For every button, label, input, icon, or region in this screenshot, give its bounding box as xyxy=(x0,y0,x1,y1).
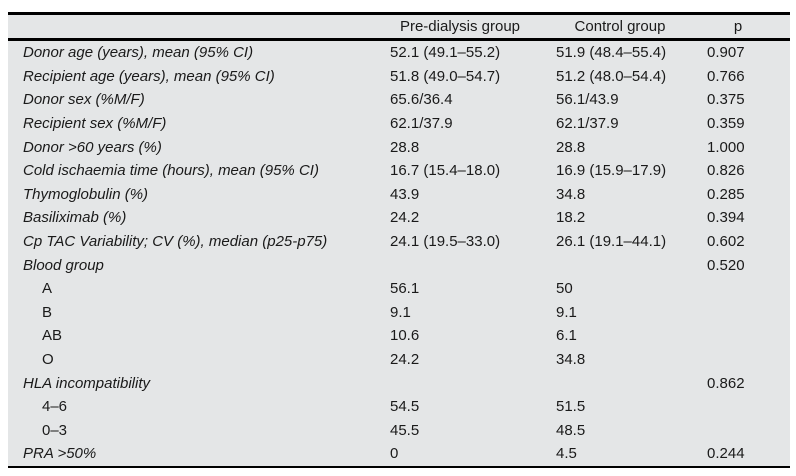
pre-dialysis-value: 24.2 xyxy=(390,352,420,368)
table-row: Basiliximab (%) 24.2 18.2 0.394 xyxy=(8,206,790,230)
row-label: 0–3 xyxy=(42,422,68,438)
p-value: 0.826 xyxy=(707,163,745,179)
table-row: Recipient sex (%M/F) 62.1/37.9 62.1/37.9… xyxy=(8,112,790,136)
row-label: Cold ischaemia time (hours), mean (95% C… xyxy=(23,163,319,179)
table-row: PRA >50% 0 4.5 0.244 xyxy=(8,442,790,466)
table-row: Cp TAC Variability; CV (%), median (p25-… xyxy=(8,230,790,254)
pre-dialysis-value: 28.8 xyxy=(390,139,420,155)
pre-dialysis-value: 9.1 xyxy=(390,304,411,320)
table-row: 0–3 45.5 48.5 xyxy=(8,419,790,443)
p-value: 0.359 xyxy=(707,116,745,132)
pre-dialysis-value: 10.6 xyxy=(390,328,420,344)
row-label: Donor age (years), mean (95% CI) xyxy=(23,45,254,61)
control-value: 18.2 xyxy=(556,210,586,226)
p-value: 0.862 xyxy=(707,375,745,391)
row-label: Donor >60 years (%) xyxy=(23,139,162,155)
table-row: Donor sex (%M/F) 65.6/36.4 56.1/43.9 0.3… xyxy=(8,88,790,112)
row-label: Recipient sex (%M/F) xyxy=(23,116,167,132)
control-value: 6.1 xyxy=(556,328,577,344)
pre-dialysis-value: 0 xyxy=(390,446,399,462)
table-row: A 56.1 50 xyxy=(8,277,790,301)
pre-dialysis-value: 56.1 xyxy=(390,281,420,297)
pre-dialysis-value: 52.1 (49.1–55.2) xyxy=(390,45,501,61)
control-value: 34.8 xyxy=(556,352,586,368)
table-row: AB 10.6 6.1 xyxy=(8,324,790,348)
p-value: 0.602 xyxy=(707,234,745,250)
row-label: B xyxy=(42,304,53,320)
pre-dialysis-value: 16.7 (15.4–18.0) xyxy=(390,163,501,179)
table-row: Blood group 0.520 xyxy=(8,253,790,277)
p-value: 0.375 xyxy=(707,92,745,108)
control-value: 9.1 xyxy=(556,304,577,320)
table-row: HLA incompatibility 0.862 xyxy=(8,371,790,395)
row-label: Blood group xyxy=(23,257,104,273)
row-label: Basiliximab (%) xyxy=(23,210,127,226)
pre-dialysis-value: 45.5 xyxy=(390,422,420,438)
table-row: Cold ischaemia time (hours), mean (95% C… xyxy=(8,159,790,183)
p-value: 0.520 xyxy=(707,257,745,273)
pre-dialysis-value: 43.9 xyxy=(390,186,420,202)
control-value: 26.1 (19.1–44.1) xyxy=(556,234,667,250)
row-label: Thymoglobulin (%) xyxy=(23,186,149,202)
pre-dialysis-value: 51.8 (49.0–54.7) xyxy=(390,68,501,84)
p-value: 0.766 xyxy=(707,68,745,84)
row-label: O xyxy=(42,352,54,368)
row-label: Cp TAC Variability; CV (%), median (p25-… xyxy=(23,234,328,250)
control-value: 51.2 (48.0–54.4) xyxy=(556,68,667,84)
row-label: PRA >50% xyxy=(23,446,97,462)
row-label: AB xyxy=(42,328,63,344)
table-body: Donor age (years), mean (95% CI) 52.1 (4… xyxy=(8,41,790,466)
control-value: 62.1/37.9 xyxy=(556,116,619,132)
baseline-characteristics-table: Pre-dialysis group Control group p Donor… xyxy=(8,12,790,468)
row-label: Recipient age (years), mean (95% CI) xyxy=(23,68,275,84)
table-row: B 9.1 9.1 xyxy=(8,301,790,325)
row-label: Donor sex (%M/F) xyxy=(23,92,145,108)
column-header-p: p xyxy=(733,18,743,35)
p-value: 0.244 xyxy=(707,446,745,462)
control-value: 51.9 (48.4–55.4) xyxy=(556,45,667,61)
table-row: O 24.2 34.8 xyxy=(8,348,790,372)
control-value: 16.9 (15.9–17.9) xyxy=(556,163,667,179)
control-value: 51.5 xyxy=(556,399,586,415)
row-label: A xyxy=(42,281,53,297)
control-value: 56.1/43.9 xyxy=(556,92,619,108)
p-value: 0.394 xyxy=(707,210,745,226)
column-header-pre-dialysis-group: Pre-dialysis group xyxy=(399,18,521,35)
pre-dialysis-value: 54.5 xyxy=(390,399,420,415)
control-value: 50 xyxy=(556,281,573,297)
pre-dialysis-value: 24.2 xyxy=(390,210,420,226)
control-value: 4.5 xyxy=(556,446,577,462)
control-value: 34.8 xyxy=(556,186,586,202)
pre-dialysis-value: 65.6/36.4 xyxy=(390,92,453,108)
table-row: Donor >60 years (%) 28.8 28.8 1.000 xyxy=(8,135,790,159)
table-row: Recipient age (years), mean (95% CI) 51.… xyxy=(8,65,790,89)
p-value: 0.285 xyxy=(707,186,745,202)
row-label: HLA incompatibility xyxy=(23,375,150,391)
pre-dialysis-value: 24.1 (19.5–33.0) xyxy=(390,234,501,250)
table-row: Thymoglobulin (%) 43.9 34.8 0.285 xyxy=(8,183,790,207)
row-label: 4–6 xyxy=(42,399,68,415)
column-header-control-group: Control group xyxy=(574,18,666,35)
table-header-row: Pre-dialysis group Control group p xyxy=(8,15,790,41)
table-row: Donor age (years), mean (95% CI) 52.1 (4… xyxy=(8,41,790,65)
p-value: 1.000 xyxy=(707,139,745,155)
control-value: 28.8 xyxy=(556,139,586,155)
table-row: 4–6 54.5 51.5 xyxy=(8,395,790,419)
control-value: 48.5 xyxy=(556,422,586,438)
pre-dialysis-value: 62.1/37.9 xyxy=(390,116,453,132)
p-value: 0.907 xyxy=(707,45,745,61)
